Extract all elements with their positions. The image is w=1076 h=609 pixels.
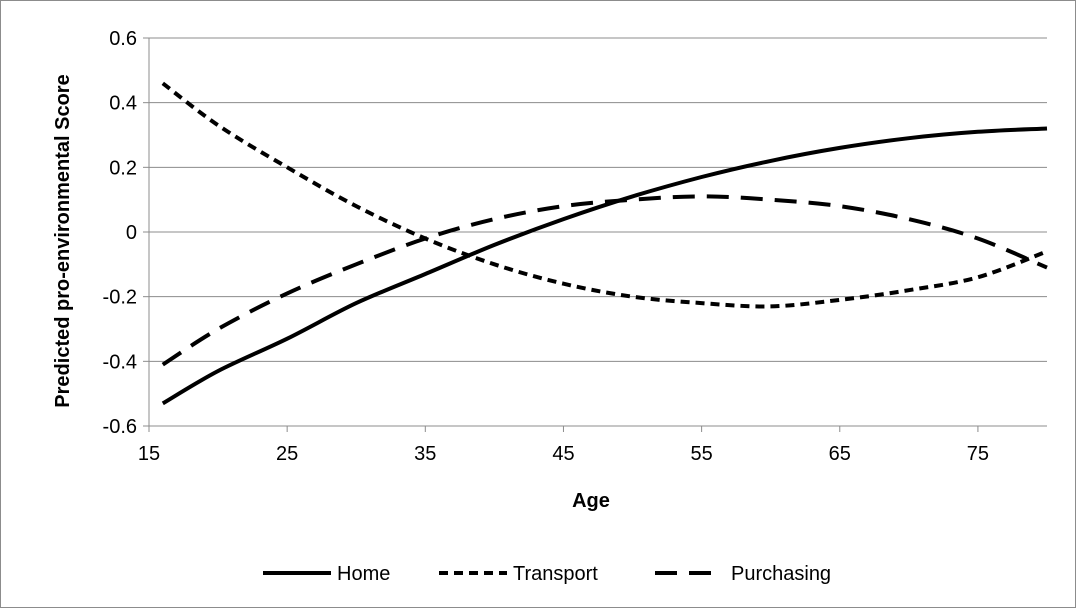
gridlines bbox=[149, 37, 1047, 427]
y-tick-label: 0 bbox=[126, 222, 137, 244]
series-line-purchasing bbox=[161, 194, 1048, 367]
x-tick-label: 75 bbox=[967, 443, 989, 465]
series-line-home bbox=[161, 126, 1048, 406]
x-tick-label: 45 bbox=[552, 443, 574, 465]
legend: Home Transport Purchasing bbox=[263, 563, 831, 585]
x-tick-label: 15 bbox=[138, 443, 160, 465]
y-tick-label: -0.4 bbox=[103, 351, 137, 373]
legend-label-transport: Transport bbox=[513, 563, 598, 585]
legend-label-purchasing: Purchasing bbox=[731, 563, 831, 585]
y-tick-label: 0.6 bbox=[109, 28, 137, 50]
y-tick-label: -0.6 bbox=[103, 416, 137, 438]
x-axis-title: Age bbox=[572, 490, 610, 512]
x-tick-label: 55 bbox=[690, 443, 712, 465]
legend-label-home: Home bbox=[337, 563, 390, 585]
tick-labels: 0.6 0.4 0.2 0 -0.2 -0.4 -0.615 25 35 45 55 65 75 bbox=[103, 28, 990, 465]
x-tick-label: 25 bbox=[276, 443, 298, 465]
y-tick-label: 0.2 bbox=[109, 157, 137, 179]
y-tick-label: 0.4 bbox=[109, 93, 137, 115]
x-tick-label: 65 bbox=[829, 443, 851, 465]
series-line-transport bbox=[161, 81, 1048, 309]
series-lines bbox=[161, 81, 1048, 406]
x-tick-label: 35 bbox=[414, 443, 436, 465]
axes bbox=[143, 37, 979, 432]
y-tick-label: -0.2 bbox=[103, 287, 137, 309]
y-axis-title: Predicted pro-environmental Score bbox=[52, 74, 74, 407]
